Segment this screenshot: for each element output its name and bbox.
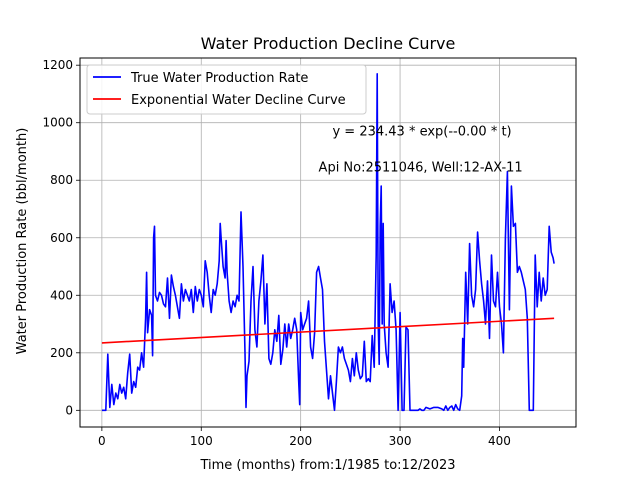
x-tick-label: 100 <box>190 434 213 448</box>
y-tick-label: 0 <box>65 403 73 417</box>
x-axis-label: Time (months) from:1/1985 to:12/2023 <box>199 458 455 473</box>
legend-box <box>86 64 367 115</box>
y-tick-label: 400 <box>50 288 73 302</box>
y-tick-label: 200 <box>50 346 73 360</box>
x-tick-label: 200 <box>289 434 312 448</box>
y-tick-label: 1200 <box>42 58 73 72</box>
x-tick-label: 300 <box>389 434 412 448</box>
legend-label-0: True Water Production Rate <box>130 71 308 86</box>
series-layer <box>101 73 555 412</box>
series-line-1 <box>101 317 555 344</box>
x-tick-label: 400 <box>488 434 511 448</box>
plot-frame <box>79 57 577 428</box>
x-tick-label: 0 <box>98 434 106 448</box>
annotation-0: y = 234.43 * exp(--0.00 * t) <box>332 125 511 140</box>
y-tick-label: 1000 <box>42 116 73 130</box>
chart-title: Water Production Decline Curve <box>201 34 456 53</box>
series-line-0 <box>101 73 555 412</box>
legend: True Water Production Rate Exponential Wa… <box>86 64 367 115</box>
annotations: y = 234.43 * exp(--0.00 * t) Api No:25110… <box>319 125 523 176</box>
y-tick-label: 800 <box>50 173 73 187</box>
y-axis-label: Water Production Rate (bbl/month) <box>15 128 30 355</box>
annotation-1: Api No:2511046, Well:12-AX-11 <box>319 161 523 176</box>
y-tick-label: 600 <box>50 231 73 245</box>
legend-label-1: Exponential Water Decline Curve <box>131 93 346 108</box>
axis-ticks: 0 100 200 300 400 0 200 400 600 800 1000 1200 <box>42 58 510 448</box>
